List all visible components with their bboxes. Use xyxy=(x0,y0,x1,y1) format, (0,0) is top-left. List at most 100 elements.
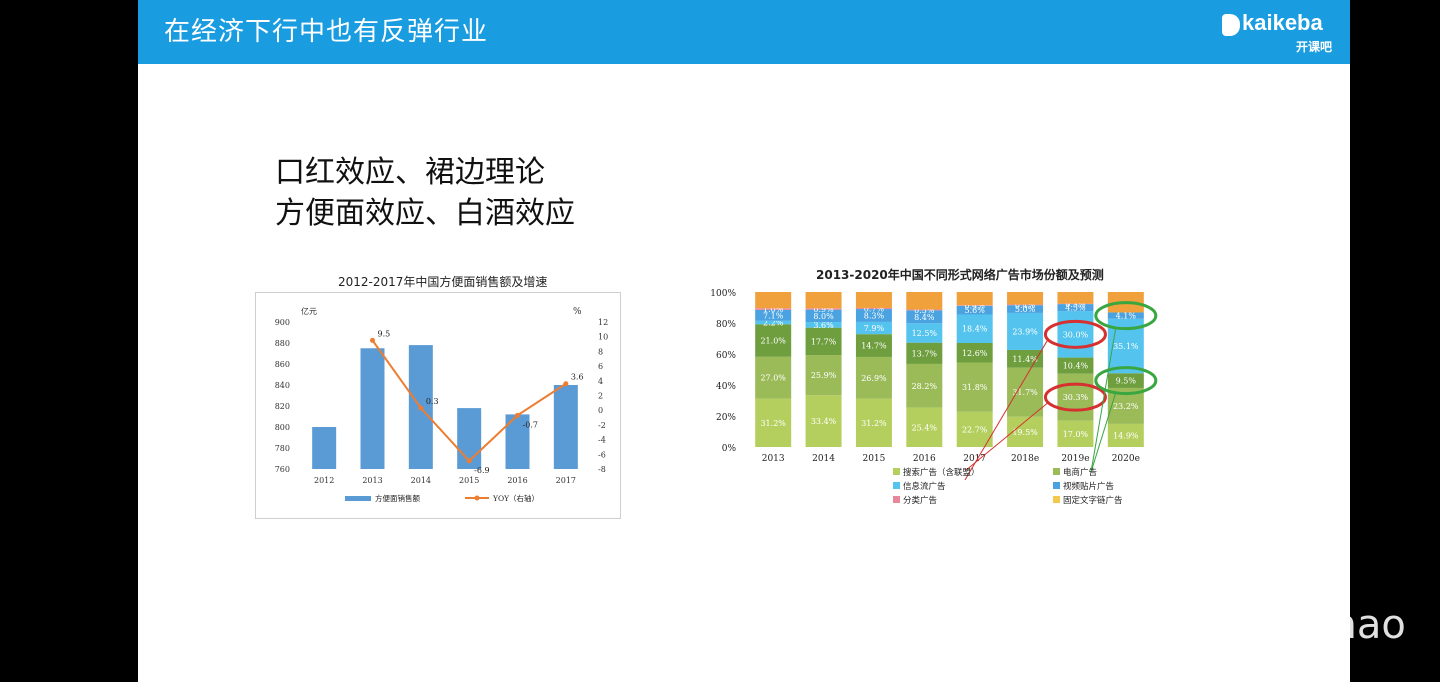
yoy-data-label: 0.3 xyxy=(426,397,439,406)
stack-segment xyxy=(855,321,892,335)
y2-tick-label: -4 xyxy=(598,436,606,445)
stack-segment xyxy=(1107,423,1144,447)
segment-data-label: 14.7% xyxy=(861,342,887,351)
segment-data-label: 13.7% xyxy=(912,349,938,358)
legend-swatch xyxy=(893,496,900,503)
pointer-line xyxy=(964,340,1048,481)
stack-segment xyxy=(805,355,842,396)
stack-segment xyxy=(855,307,892,310)
stack-segment xyxy=(805,322,842,328)
stack-segment xyxy=(755,320,792,325)
stack-segment xyxy=(906,342,943,364)
x-tick-label: 2015 xyxy=(459,476,479,485)
slide: 在经济下行中也有反弹行业 kaikeba 开课吧 口红效应、裙边理论 方便面效应… xyxy=(138,0,1350,682)
segment-data-label: 0.7% xyxy=(864,305,885,314)
segment-data-label: 5.0% xyxy=(1015,305,1036,314)
legend-swatch xyxy=(1053,468,1060,475)
legend-label: 信息流广告 xyxy=(903,481,946,492)
segment-data-label: 25.4% xyxy=(912,423,938,432)
y2-tick-label: 12 xyxy=(598,318,608,327)
stack-segment xyxy=(755,356,792,399)
segment-data-label: 8.4% xyxy=(914,313,935,322)
y-tick-label: 900 xyxy=(275,318,290,327)
legend-marker-yoy xyxy=(474,495,480,501)
yoy-data-label: 9.5 xyxy=(378,329,391,338)
segment-data-label: 10.4% xyxy=(1063,362,1089,371)
stack-segment xyxy=(906,292,943,310)
highlight-circle xyxy=(1094,366,1158,396)
x-tick-label: 2014 xyxy=(812,454,835,464)
segment-data-label: 31.8% xyxy=(962,383,988,392)
y-tick-label: 20% xyxy=(716,413,736,423)
segment-data-label: 4.1% xyxy=(1116,312,1137,321)
noodle-sales-chart: 亿元 % 900 880 860 840 820 800 780 760 12 10 8 6 4 2 0 -2 -4… xyxy=(275,306,608,503)
yoy-data-label: -6.9 xyxy=(474,466,489,475)
stack-segment xyxy=(1057,292,1094,304)
x-tick-label: 2016 xyxy=(507,476,527,485)
pointer-line xyxy=(1090,392,1117,473)
stack-segment xyxy=(956,411,993,447)
slide-header: 在经济下行中也有反弹行业 kaikeba 开课吧 xyxy=(138,0,1350,64)
yoy-point xyxy=(370,337,375,343)
segment-data-label: 0.4% xyxy=(965,301,986,310)
y-tick-label: 860 xyxy=(275,360,290,369)
stack-segment xyxy=(805,292,842,309)
stack-segment xyxy=(906,407,943,447)
segment-data-label: 9.5% xyxy=(1116,377,1137,386)
stack-segment xyxy=(855,356,892,399)
y2-tick-label: 6 xyxy=(598,362,603,371)
x-tick-label: 2019e xyxy=(1061,454,1089,464)
legend-swatch xyxy=(893,468,900,475)
y-tick-label: 840 xyxy=(275,381,290,390)
stack-segment xyxy=(956,314,993,343)
segment-data-label: 31.2% xyxy=(861,419,887,428)
y2-tick-label: 0 xyxy=(598,406,603,415)
legend-label-yoy: YOY（右轴） xyxy=(492,493,539,503)
legend-label: 视频贴片广告 xyxy=(1063,481,1114,492)
headline-line-2: 方便面效应、白酒效应 xyxy=(275,196,575,231)
stack-segment xyxy=(1057,420,1094,447)
pointer-line xyxy=(964,402,1048,472)
y2-tick-label: 2 xyxy=(598,392,603,401)
logo-mark-icon xyxy=(1222,14,1240,36)
x-tick-label: 2012 xyxy=(314,476,334,485)
x-tick-label: 2018e xyxy=(1011,454,1039,464)
x-tick-label: 2014 xyxy=(411,476,431,485)
legend-label: 分类广告 xyxy=(903,495,937,506)
segment-data-label: 12.6% xyxy=(962,349,988,358)
y2-tick-label: 4 xyxy=(598,377,603,386)
kaikeba-logo: kaikeba 开课吧 xyxy=(1222,10,1332,56)
yoy-point xyxy=(466,458,472,464)
stack-segment xyxy=(855,292,892,308)
stack-segment xyxy=(1007,304,1044,306)
x-tick-label: 2013 xyxy=(762,454,785,464)
stack-segment xyxy=(956,342,993,363)
sales-bar xyxy=(360,348,385,469)
stack-segment xyxy=(805,308,842,310)
segment-data-label: 8.0% xyxy=(813,312,834,321)
y2-tick-label: -2 xyxy=(598,421,606,430)
segment-data-label: 18.4% xyxy=(962,325,988,334)
noodle-chart-title: 2012-2017年中国方便面销售额及增速 xyxy=(338,275,548,289)
legend-label: 固定文字链广告 xyxy=(1063,495,1123,506)
stack-segment xyxy=(956,305,993,315)
y-tick-label: 100% xyxy=(710,289,736,299)
stack-segment xyxy=(906,323,943,343)
segment-data-label: 8.3% xyxy=(864,311,885,320)
y2-tick-label: 10 xyxy=(598,333,608,342)
legend-swatch xyxy=(1053,482,1060,489)
yoy-point xyxy=(563,381,569,387)
segment-data-label: 35.1% xyxy=(1113,342,1139,351)
segment-data-label: 19.5% xyxy=(1012,428,1038,437)
segment-data-label: 3.6% xyxy=(813,321,834,330)
stack-segment xyxy=(1107,373,1144,388)
segment-data-label: 17.0% xyxy=(1063,430,1089,439)
stack-segment xyxy=(956,292,993,306)
headline-line-1: 口红效应、裙边理论 xyxy=(275,155,545,190)
stack-segment xyxy=(805,309,842,323)
highlight-circle xyxy=(1094,301,1158,331)
y2-tick-label: -8 xyxy=(598,465,606,474)
x-tick-label: 2013 xyxy=(362,476,382,485)
segment-data-label: 23.9% xyxy=(1012,327,1038,336)
slide-title: 在经济下行中也有反弹行业 xyxy=(164,17,489,47)
